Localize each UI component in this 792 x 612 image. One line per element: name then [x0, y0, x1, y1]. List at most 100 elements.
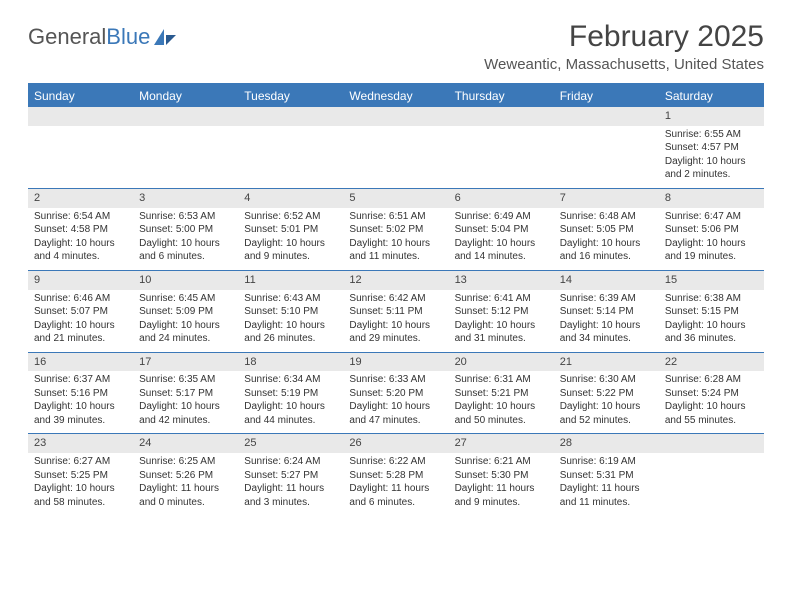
day-content: Sunrise: 6:42 AMSunset: 5:11 PMDaylight:…: [343, 290, 448, 352]
daylight-line: Daylight: 10 hours and 4 minutes.: [34, 237, 127, 264]
calendar-day: 10Sunrise: 6:45 AMSunset: 5:09 PMDayligh…: [133, 270, 238, 352]
day-content: Sunrise: 6:51 AMSunset: 5:02 PMDaylight:…: [343, 208, 448, 270]
sunset-line: Sunset: 5:01 PM: [244, 223, 337, 237]
daylight-line: Daylight: 10 hours and 36 minutes.: [665, 319, 758, 346]
sunrise-line: Sunrise: 6:28 AM: [665, 373, 758, 387]
sunset-line: Sunset: 5:09 PM: [139, 305, 232, 319]
sunrise-line: Sunrise: 6:45 AM: [139, 292, 232, 306]
day-content: Sunrise: 6:47 AMSunset: 5:06 PMDaylight:…: [659, 208, 764, 270]
day-content: Sunrise: 6:43 AMSunset: 5:10 PMDaylight:…: [238, 290, 343, 352]
sunset-line: Sunset: 5:15 PM: [665, 305, 758, 319]
sunrise-line: Sunrise: 6:54 AM: [34, 210, 127, 224]
calendar-day: 9Sunrise: 6:46 AMSunset: 5:07 PMDaylight…: [28, 270, 133, 352]
daylight-line: Daylight: 11 hours and 9 minutes.: [455, 482, 548, 509]
day-content: Sunrise: 6:22 AMSunset: 5:28 PMDaylight:…: [343, 453, 448, 515]
day-number: 2: [28, 189, 133, 208]
sunrise-line: Sunrise: 6:48 AM: [560, 210, 653, 224]
day-number: 9: [28, 271, 133, 290]
logo-sail-icon: [152, 27, 178, 47]
day-content: Sunrise: 6:52 AMSunset: 5:01 PMDaylight:…: [238, 208, 343, 270]
calendar-row: 2Sunrise: 6:54 AMSunset: 4:58 PMDaylight…: [28, 188, 764, 270]
header: GeneralBlue February 2025 Weweantic, Mas…: [28, 20, 764, 73]
day-content: Sunrise: 6:19 AMSunset: 5:31 PMDaylight:…: [554, 453, 659, 515]
calendar-day: 25 Sunrise: 6:24 AMSunset: 5:27 PMDayligh…: [238, 434, 343, 515]
day-number: 13: [449, 271, 554, 290]
calendar-day: 17Sunrise: 6:35 AMSunset: 5:17 PMDayligh…: [133, 352, 238, 434]
sunrise-line: Sunrise: 6:27 AM: [34, 455, 127, 469]
calendar-day: 6Sunrise: 6:49 AMSunset: 5:04 PMDaylight…: [449, 188, 554, 270]
calendar-table: SundayMondayTuesdayWednesdayThursdayFrid…: [28, 83, 764, 515]
daylight-line: Daylight: 10 hours and 29 minutes.: [349, 319, 442, 346]
day-number: 22: [659, 353, 764, 372]
daylight-line: Daylight: 10 hours and 11 minutes.: [349, 237, 442, 264]
day-content: Sunrise: 6:41 AMSunset: 5:12 PMDaylight:…: [449, 290, 554, 352]
day-content: Sunrise: 6:45 AMSunset: 5:09 PMDaylight:…: [133, 290, 238, 352]
day-number: 25: [238, 434, 343, 453]
logo-text-2: Blue: [106, 24, 150, 50]
daylight-line: Daylight: 10 hours and 50 minutes.: [455, 400, 548, 427]
calendar-empty: [343, 107, 448, 188]
daylight-line: Daylight: 10 hours and 9 minutes.: [244, 237, 337, 264]
sunrise-line: Sunrise: 6:24 AM: [244, 455, 337, 469]
sunrise-line: Sunrise: 6:42 AM: [349, 292, 442, 306]
sunrise-line: Sunrise: 6:21 AM: [455, 455, 548, 469]
calendar-day: 2 Sunrise: 6:54 AMSunset: 4:58 PMDaylight…: [28, 188, 133, 270]
day-content: Sunrise: 6:28 AMSunset: 5:24 PMDaylight:…: [659, 371, 764, 433]
sunset-line: Sunset: 5:00 PM: [139, 223, 232, 237]
logo: GeneralBlue: [28, 24, 178, 50]
sunrise-line: Sunrise: 6:47 AM: [665, 210, 758, 224]
sunrise-line: Sunrise: 6:22 AM: [349, 455, 442, 469]
sunset-line: Sunset: 4:58 PM: [34, 223, 127, 237]
sunset-line: Sunset: 5:31 PM: [560, 469, 653, 483]
sunrise-line: Sunrise: 6:55 AM: [665, 128, 758, 142]
sunrise-line: Sunrise: 6:41 AM: [455, 292, 548, 306]
sunrise-line: Sunrise: 6:30 AM: [560, 373, 653, 387]
day-content: Sunrise: 6:38 AMSunset: 5:15 PMDaylight:…: [659, 290, 764, 352]
calendar-empty: [28, 107, 133, 188]
daylight-line: Daylight: 10 hours and 58 minutes.: [34, 482, 127, 509]
sunset-line: Sunset: 5:04 PM: [455, 223, 548, 237]
day-number: 10: [133, 271, 238, 290]
weekday-header: Saturday: [659, 84, 764, 107]
calendar-day: 27Sunrise: 6:21 AMSunset: 5:30 PMDayligh…: [449, 434, 554, 515]
sunrise-line: Sunrise: 6:39 AM: [560, 292, 653, 306]
day-number: 7: [554, 189, 659, 208]
daylight-line: Daylight: 11 hours and 0 minutes.: [139, 482, 232, 509]
sunrise-line: Sunrise: 6:49 AM: [455, 210, 548, 224]
daylight-line: Daylight: 10 hours and 39 minutes.: [34, 400, 127, 427]
calendar-day: 14Sunrise: 6:39 AMSunset: 5:14 PMDayligh…: [554, 270, 659, 352]
day-number: 20: [449, 353, 554, 372]
calendar-body: 1Sunrise: 6:55 AMSunset: 4:57 PMDaylight…: [28, 107, 764, 515]
daylight-line: Daylight: 11 hours and 3 minutes.: [244, 482, 337, 509]
title-block: February 2025 Weweantic, Massachusetts, …: [484, 20, 764, 73]
sunrise-line: Sunrise: 6:33 AM: [349, 373, 442, 387]
day-number: 14: [554, 271, 659, 290]
daylight-line: Daylight: 10 hours and 52 minutes.: [560, 400, 653, 427]
daylight-line: Daylight: 10 hours and 26 minutes.: [244, 319, 337, 346]
calendar-day: 23Sunrise: 6:27 AMSunset: 5:25 PMDayligh…: [28, 434, 133, 515]
day-number: 5: [343, 189, 448, 208]
sunset-line: Sunset: 5:30 PM: [455, 469, 548, 483]
daylight-line: Daylight: 10 hours and 2 minutes.: [665, 155, 758, 182]
sunrise-line: Sunrise: 6:25 AM: [139, 455, 232, 469]
day-number: 18: [238, 353, 343, 372]
day-number: 17: [133, 353, 238, 372]
sunset-line: Sunset: 5:27 PM: [244, 469, 337, 483]
day-number: 23: [28, 434, 133, 453]
weekday-header-row: SundayMondayTuesdayWednesdayThursdayFrid…: [28, 84, 764, 107]
day-number: 3: [133, 189, 238, 208]
sunset-line: Sunset: 5:11 PM: [349, 305, 442, 319]
weekday-header: Friday: [554, 84, 659, 107]
weekday-header: Sunday: [28, 84, 133, 107]
daylight-line: Daylight: 10 hours and 21 minutes.: [34, 319, 127, 346]
calendar-empty: [133, 107, 238, 188]
daylight-line: Daylight: 11 hours and 11 minutes.: [560, 482, 653, 509]
day-number: 24: [133, 434, 238, 453]
day-number: 8: [659, 189, 764, 208]
day-content: Sunrise: 6:55 AMSunset: 4:57 PMDaylight:…: [659, 126, 764, 188]
location-text: Weweantic, Massachusetts, United States: [484, 56, 764, 73]
calendar-empty: [449, 107, 554, 188]
sunrise-line: Sunrise: 6:35 AM: [139, 373, 232, 387]
sunset-line: Sunset: 5:28 PM: [349, 469, 442, 483]
calendar-empty: [238, 107, 343, 188]
